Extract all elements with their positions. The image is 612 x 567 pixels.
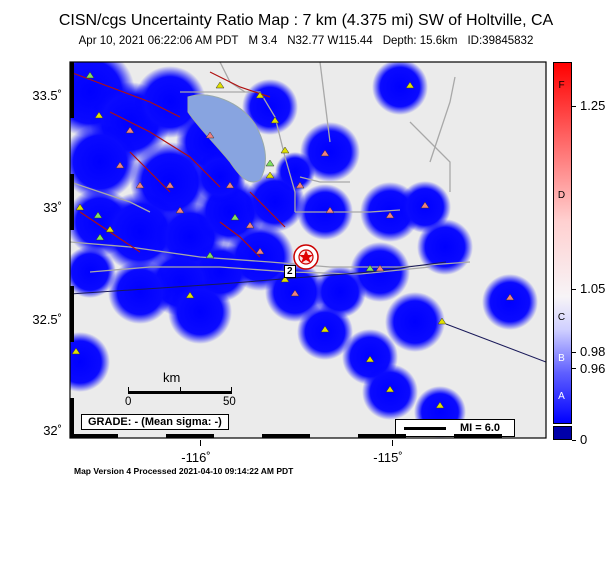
mi-legend: MI = 6.0	[395, 419, 515, 437]
scale-bar: km 0 50	[125, 370, 238, 410]
lon-tick	[392, 440, 393, 446]
mi-legend-line	[404, 426, 446, 430]
map-title: CISN/cgs Uncertainty Ratio Map : 7 km (4…	[58, 12, 554, 29]
color-scale-floor	[553, 426, 572, 440]
colorbar-tick	[572, 106, 576, 107]
scale-tick	[180, 387, 181, 394]
scale-label-0: 0	[125, 396, 132, 408]
event-magnitude: M 3.4	[248, 35, 278, 47]
colorbar-value-0: 0	[580, 432, 588, 447]
event-location: N32.77 W115.44	[287, 35, 373, 47]
lon-tick	[200, 440, 201, 446]
colorbar-tick	[572, 289, 576, 290]
lon-label-116: -116˚	[181, 450, 211, 465]
color-scale-bar	[553, 62, 572, 424]
epicenter-label: 2	[284, 265, 296, 278]
colorbar-tick	[572, 440, 576, 441]
colorbar-letter-a: A	[558, 391, 565, 402]
lon-label-115: -115˚	[373, 450, 403, 465]
colorbar-letter-f: F	[558, 80, 565, 91]
lat-label-33: 33˚	[43, 200, 62, 215]
grade-box: GRADE: - (Mean sigma: -)	[81, 414, 229, 430]
map-version-footer: Map Version 4 Processed 2021-04-10 09:14…	[74, 466, 294, 476]
event-date: Apr 10, 2021 06:22:06 AM PDT	[78, 35, 239, 47]
event-info: Apr 10, 2021 06:22:06 AM PDT M 3.4 N32.7…	[0, 35, 612, 47]
colorbar-value-0-98: 0.98	[580, 344, 606, 359]
lat-label-32-5: 32.5˚	[32, 312, 62, 327]
colorbar-value-0-96: 0.96	[580, 361, 606, 376]
epicenter-marker[interactable]	[293, 244, 319, 270]
lat-label-33-5: 33.5˚	[32, 88, 62, 103]
colorbar-letter-b: B	[558, 353, 565, 364]
colorbar-letter-c: C	[557, 312, 566, 323]
lat-label-32: 32˚	[43, 423, 62, 438]
uncertainty-map[interactable]: 2 km 0 50 GRADE: - (Mean sigma: -) MI = …	[70, 62, 546, 438]
colorbar-value-1-25: 1.25	[580, 98, 606, 113]
colorbar-value-1-05: 1.05	[580, 281, 606, 296]
scale-title: km	[163, 370, 181, 385]
colorbar-tick	[572, 368, 576, 369]
mi-legend-label: MI = 6.0	[460, 422, 501, 434]
scale-tick	[128, 387, 129, 394]
scale-tick	[231, 387, 232, 394]
scale-label-50: 50	[223, 396, 236, 408]
colorbar-letter-d: D	[557, 190, 566, 201]
event-id: ID:39845832	[467, 35, 534, 47]
event-depth: Depth: 15.6km	[382, 35, 458, 47]
colorbar-tick	[572, 352, 576, 353]
